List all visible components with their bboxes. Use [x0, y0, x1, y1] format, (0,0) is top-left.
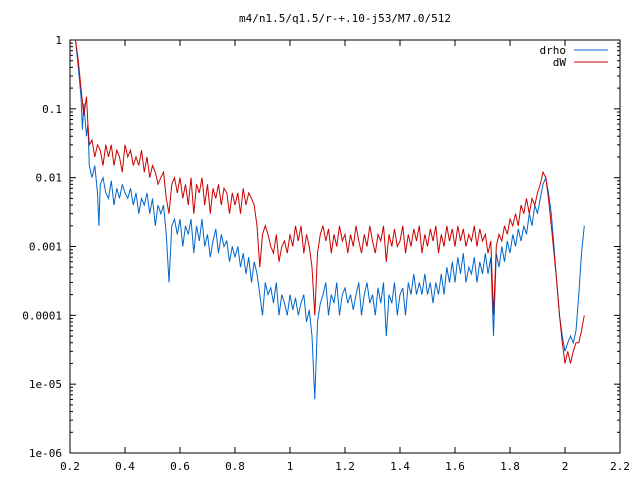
x-tick-label: 1.2 — [335, 460, 355, 473]
x-tick-label: 0.6 — [170, 460, 190, 473]
series-layer — [75, 39, 585, 400]
x-tick-label: 0.2 — [60, 460, 80, 473]
plot-axes: 0.2 0.4 0.6 0.8 1 1.2 1.4 1.6 1.8 2 2.2 1 0.1 0.01 0.0… — [22, 34, 630, 473]
plot-frame — [69, 39, 621, 454]
legend-label-dW: dW — [553, 56, 567, 69]
x-tick-label: 1.4 — [390, 460, 410, 473]
x-tick-label: 1.6 — [445, 460, 465, 473]
y-tick-label: 0.0001 — [22, 309, 62, 322]
y-tick-label: 1e-05 — [29, 378, 62, 391]
y-tick-label: 1 — [55, 34, 62, 47]
series-line-drho — [75, 39, 585, 400]
legend-label-drho: drho — [540, 44, 567, 57]
y-tick-label: 0.1 — [42, 103, 62, 116]
y-tick-label: 0.01 — [36, 172, 63, 185]
x-tick-label: 0.8 — [225, 460, 245, 473]
x-tick-label: 1.8 — [500, 460, 520, 473]
x-tick-label: 0.4 — [115, 460, 135, 473]
y-tick-label: 1e-06 — [29, 447, 62, 460]
chart-title: m4/n1.5/q1.5/r-+.10-j53/M7.0/512 — [239, 12, 451, 25]
x-tick-label: 2.2 — [610, 460, 630, 473]
x-tick-label: 2 — [562, 460, 569, 473]
x-tick-label: 1 — [287, 460, 294, 473]
y-tick-label: 0.001 — [29, 241, 62, 254]
series-line-dW — [75, 39, 585, 364]
